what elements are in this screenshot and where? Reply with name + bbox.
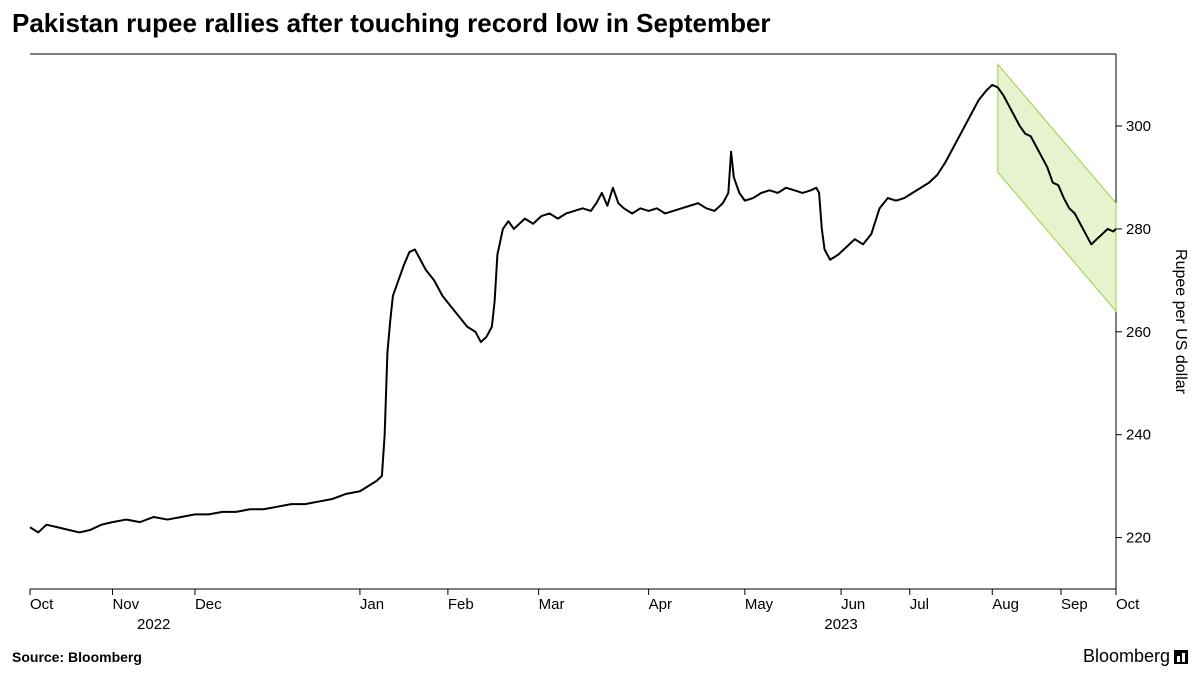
svg-text:2022: 2022 [137,616,170,633]
svg-text:Aug: Aug [992,596,1019,613]
svg-text:Feb: Feb [448,596,474,613]
svg-text:Dec: Dec [195,596,222,613]
svg-text:Mar: Mar [539,596,565,613]
svg-text:240: 240 [1126,427,1151,444]
svg-text:May: May [745,596,774,613]
svg-text:260: 260 [1126,324,1151,341]
svg-text:Apr: Apr [649,596,672,613]
svg-text:Jul: Jul [910,596,929,613]
svg-text:Oct: Oct [1116,596,1140,613]
y-axis-label: Rupee per US dollar [1172,249,1188,395]
svg-text:2023: 2023 [824,616,857,633]
svg-text:300: 300 [1126,118,1151,135]
brand-text: Bloomberg [1083,646,1170,667]
svg-text:Oct: Oct [30,596,54,613]
brand-label: Bloomberg [1083,646,1188,667]
svg-text:220: 220 [1126,530,1151,547]
svg-text:Nov: Nov [112,596,139,613]
chart-title: Pakistan rupee rallies after touching re… [0,0,1200,43]
svg-text:Jun: Jun [841,596,865,613]
svg-text:280: 280 [1126,221,1151,238]
line-chart: 220 240 260 280 300 Rupee per US dollar Oct Nov… [12,44,1188,639]
chart-footer: Source: Bloomberg Bloomberg [12,646,1188,667]
svg-text:Jan: Jan [360,596,384,613]
svg-text:Sep: Sep [1061,596,1088,613]
brand-icon [1174,650,1188,664]
source-label: Source: Bloomberg [12,649,142,665]
chart-area: 220 240 260 280 300 Rupee per US dollar Oct Nov… [12,44,1188,639]
